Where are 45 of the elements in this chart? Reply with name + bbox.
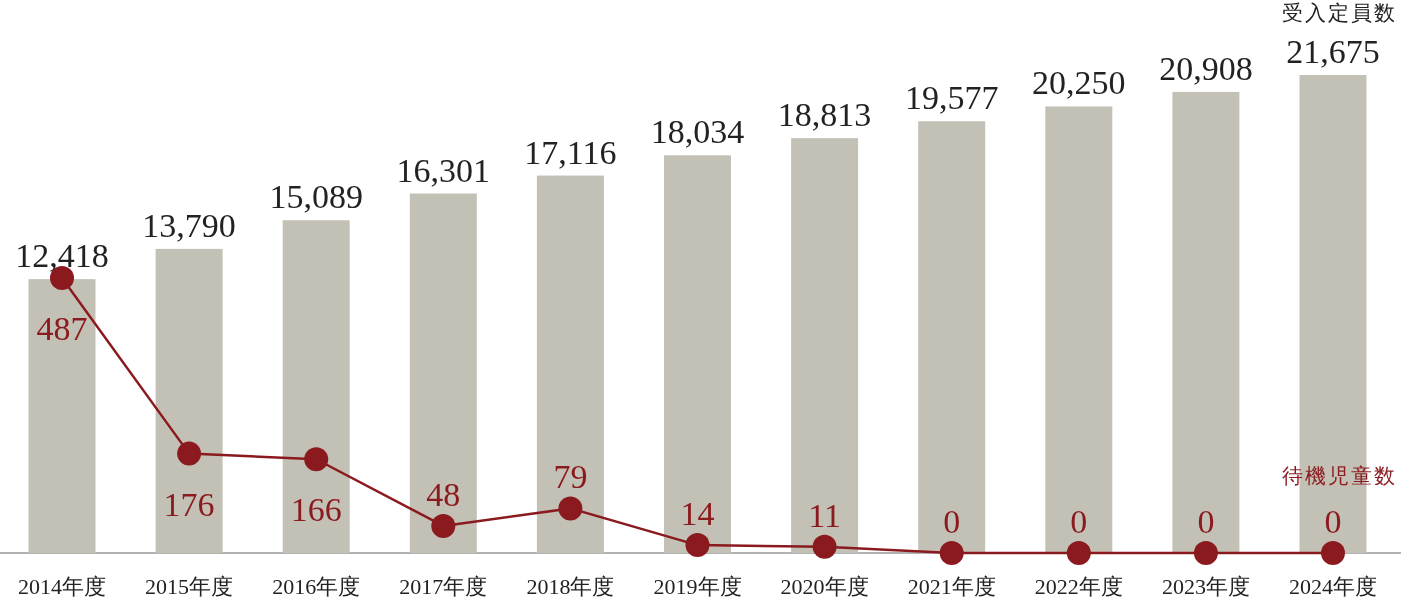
text: 受入定員数 [1282, 1, 1397, 25]
data-label: 0 [1324, 503, 1342, 540]
data-label: 0 [1070, 503, 1088, 540]
data-label: 20,250 [1032, 64, 1126, 102]
data-label: 18,813 [777, 96, 872, 134]
data-label: 176 [163, 485, 215, 523]
data-label: 19,577 [904, 79, 999, 117]
data-label: 48 [426, 475, 461, 513]
x-tick-label: 2014年度 [18, 574, 106, 599]
data-label: 20,908 [1159, 49, 1253, 87]
data-label: 18,034 [650, 113, 745, 151]
data-label: 0 [943, 503, 961, 540]
x-tick-label: 2017年度 [399, 574, 488, 599]
data-label: 487 [36, 310, 88, 347]
x-tick-label: 2016年度 [272, 574, 361, 599]
x-tick-label: 2023年度 [1161, 574, 1250, 599]
point [685, 533, 710, 558]
data-label: 79 [553, 458, 588, 496]
data-label: 166 [290, 491, 342, 529]
text: 待機児童数 [1282, 464, 1397, 488]
point [812, 534, 837, 559]
data-label: 12,418 [15, 237, 109, 275]
data-label: 11 [808, 496, 841, 534]
point [939, 541, 964, 565]
data-label: 15,089 [269, 178, 363, 216]
point [431, 513, 456, 538]
data-label: 16,301 [396, 151, 491, 189]
x-tick-label: 2015年度 [145, 574, 234, 599]
point [558, 496, 583, 521]
point [1066, 541, 1091, 565]
data-label: 21,675 [1286, 33, 1380, 70]
point [1193, 541, 1218, 565]
data-label: 13,790 [142, 206, 236, 244]
data-label: 14 [680, 495, 715, 533]
data-label: 0 [1197, 503, 1215, 540]
x-tick-label: 2021年度 [907, 574, 996, 599]
x-tick-label: 2022年度 [1034, 574, 1123, 599]
point [177, 441, 202, 466]
point [1321, 541, 1345, 565]
x-tick-label: 2018年度 [526, 574, 615, 599]
x-tick-label: 2020年度 [780, 574, 869, 599]
x-tick-label: 2024年度 [1289, 574, 1377, 599]
x-tick-label: 2019年度 [653, 574, 742, 599]
data-label: 17,116 [524, 133, 617, 171]
point [304, 447, 329, 472]
